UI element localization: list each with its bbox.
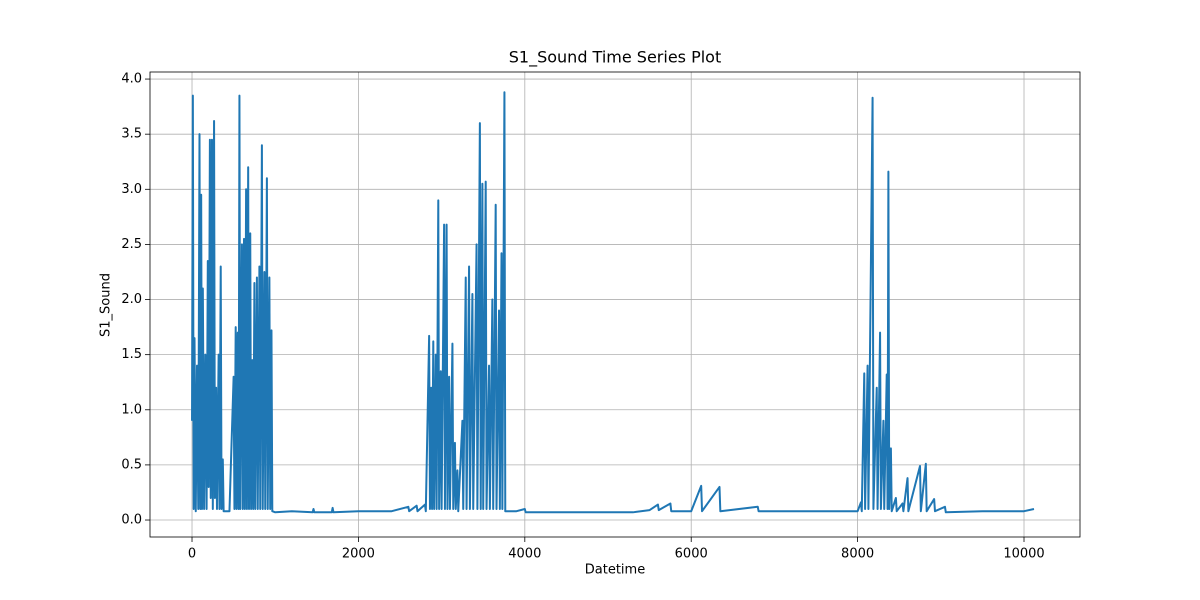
chart-title: S1_Sound Time Series Plot bbox=[509, 48, 722, 68]
series-line bbox=[191, 91, 1035, 514]
y-tick-label: 2.5 bbox=[121, 237, 142, 252]
y-tick-label: 2.0 bbox=[121, 292, 142, 307]
y-tick-label: 0.5 bbox=[121, 457, 142, 472]
x-axis-label: Datetime bbox=[585, 563, 645, 578]
x-tick-label: 4000 bbox=[508, 547, 541, 562]
y-tick-label: 1.0 bbox=[121, 402, 142, 417]
y-tick-label: 3.0 bbox=[121, 182, 142, 197]
x-tick-label: 0 bbox=[188, 547, 196, 562]
y-axis-label: S1_Sound bbox=[99, 273, 114, 337]
y-tick-label: 3.5 bbox=[121, 127, 142, 142]
plot-frame bbox=[149, 71, 1081, 538]
x-tick-label: 6000 bbox=[675, 547, 708, 562]
x-tick-label: 10000 bbox=[1003, 547, 1044, 562]
y-tick-label: 0.0 bbox=[121, 513, 142, 528]
y-tick-label: 4.0 bbox=[121, 72, 142, 87]
x-tick-label: 2000 bbox=[342, 547, 375, 562]
x-tick-label: 8000 bbox=[841, 547, 874, 562]
y-tick-label: 1.5 bbox=[121, 347, 142, 362]
